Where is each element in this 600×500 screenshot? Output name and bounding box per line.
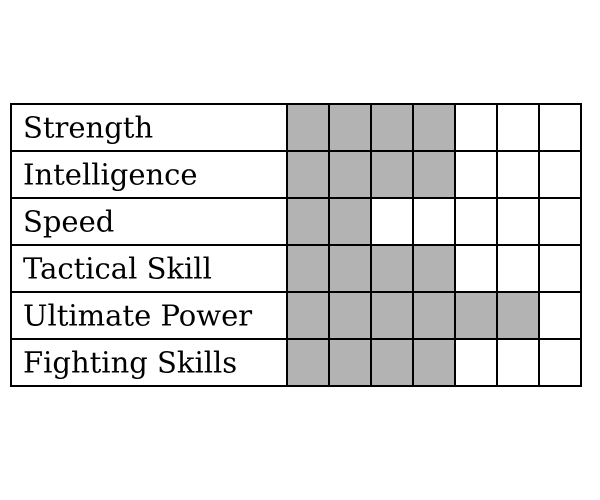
row-label: Ultimate Power: [23, 299, 252, 333]
label-cell: [11, 151, 287, 198]
table-frame: [10, 103, 582, 387]
rating-cell-empty: [497, 339, 539, 386]
rating-cell-filled: [287, 198, 329, 245]
row-label: Fighting Skills: [23, 346, 237, 380]
rating-cell-empty: [539, 151, 581, 198]
label-cell: [11, 198, 287, 245]
rating-cell-filled: [497, 292, 539, 339]
rating-cell-empty: [455, 104, 497, 151]
rating-cell-filled: [287, 245, 329, 292]
rating-cell-empty: [497, 104, 539, 151]
label-cell: [11, 292, 287, 339]
label-cell: [11, 245, 287, 292]
rating-cell-filled: [371, 245, 413, 292]
rating-cell-empty: [539, 292, 581, 339]
rating-cell-filled: [371, 339, 413, 386]
row-labels: Strength Intelligence Speed Tactical Skill U…: [23, 111, 252, 380]
rating-cell-empty: [497, 245, 539, 292]
rating-cell-filled: [287, 292, 329, 339]
rating-cell-filled: [371, 292, 413, 339]
rating-cell-filled: [413, 151, 455, 198]
rating-cell-filled: [413, 339, 455, 386]
rating-cell-filled: [329, 245, 371, 292]
rating-cell-filled: [287, 339, 329, 386]
rating-cell-empty: [455, 151, 497, 198]
rating-cell-filled: [413, 292, 455, 339]
rating-cell-filled: [371, 151, 413, 198]
rating-cell-empty: [497, 151, 539, 198]
rating-cell-empty: [539, 245, 581, 292]
rating-cell-filled: [329, 292, 371, 339]
rating-cell-filled: [329, 104, 371, 151]
row-label: Speed: [23, 205, 114, 239]
rating-cell-empty: [455, 245, 497, 292]
rating-cell-filled: [287, 104, 329, 151]
label-cell: [11, 104, 287, 151]
label-cell: [11, 339, 287, 386]
rating-cells: [11, 104, 581, 386]
rating-cell-filled: [329, 151, 371, 198]
rating-cell-filled: [413, 104, 455, 151]
rating-cell-filled: [287, 151, 329, 198]
rating-cell-filled: [455, 292, 497, 339]
rating-cell-empty: [539, 104, 581, 151]
rating-cell-empty: [455, 339, 497, 386]
rating-cell-empty: [497, 198, 539, 245]
rating-cell-empty: [539, 198, 581, 245]
rating-cell-empty: [455, 198, 497, 245]
row-label: Intelligence: [23, 158, 198, 192]
rating-cell-empty: [539, 339, 581, 386]
rating-cell-filled: [329, 339, 371, 386]
rating-cell-filled: [413, 245, 455, 292]
rating-cell-empty: [413, 198, 455, 245]
row-label: Tactical Skill: [23, 252, 212, 286]
rating-cell-empty: [371, 198, 413, 245]
row-label: Strength: [23, 111, 153, 145]
rating-cell-filled: [371, 104, 413, 151]
rating-cell-filled: [329, 198, 371, 245]
